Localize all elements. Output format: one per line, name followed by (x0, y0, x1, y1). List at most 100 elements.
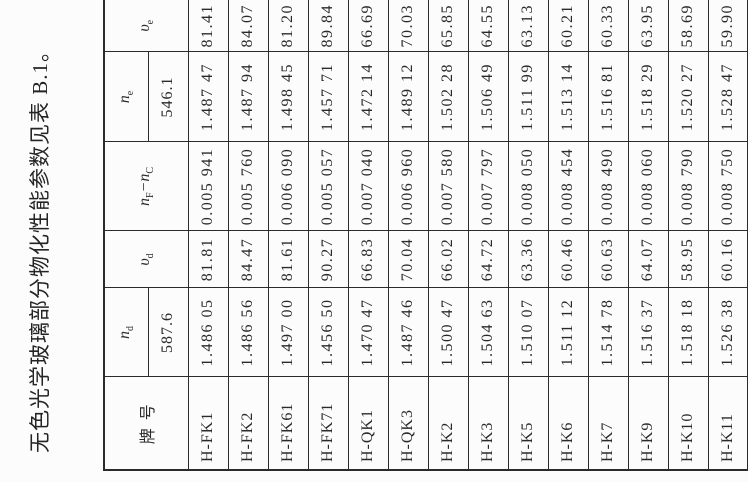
table-header: 牌 号 nd υd nF−nC ne υe (104, 0, 188, 470)
ve-cell: 63.95 (628, 0, 668, 52)
header-nd: nd (104, 288, 148, 377)
brand-cell: H-K7 (588, 377, 628, 470)
vd-cell: 84.47 (228, 231, 268, 288)
nd-cell: 1.510 07 (508, 288, 548, 377)
ve-cell: 81.20 (268, 0, 308, 52)
table-row: H-K7 1.514 78 60.63 0.008 490 1.516 81 6… (588, 0, 628, 470)
brand-cell: H-K5 (508, 377, 548, 470)
vd-cell: 64.07 (628, 231, 668, 288)
nfnc-cell: 0.008 790 (668, 142, 708, 231)
ne-cell: 1.518 29 (628, 52, 668, 142)
brand-cell: H-FK71 (308, 377, 348, 470)
nfnc-cell: 0.005 057 (308, 142, 348, 231)
table-row: H-K9 1.516 37 64.07 0.008 060 1.518 29 6… (628, 0, 668, 470)
nd-wavelength: 587.6 (148, 288, 188, 377)
nfnc-cell: 0.007 580 (428, 142, 468, 231)
nfnc-cell: 0.008 454 (548, 142, 588, 231)
vd-cell: 81.61 (268, 231, 308, 288)
nfnc-cell: 0.008 050 (508, 142, 548, 231)
vd-cell: 81.81 (188, 231, 228, 288)
nd-symbol: nd (116, 326, 137, 339)
nfnc-cell: 0.007 040 (348, 142, 388, 231)
ne-cell: 1.513 14 (548, 52, 588, 142)
brand-cell: H-QK1 (348, 377, 388, 470)
table-row: H-K11 1.526 38 60.16 0.008 750 1.528 47 … (708, 0, 748, 470)
table-row: H-K3 1.504 63 64.72 0.007 797 1.506 49 6… (468, 0, 508, 470)
brand-cell: H-K11 (708, 377, 748, 470)
nd-cell: 1.486 56 (228, 288, 268, 377)
vd-cell: 63.36 (508, 231, 548, 288)
nfnc-cell: 0.007 797 (468, 142, 508, 231)
nfnc-cell: 0.006 960 (388, 142, 428, 231)
nfnc-cell: 0.008 490 (588, 142, 628, 231)
vd-cell: 58.95 (668, 231, 708, 288)
ve-cell: 58.69 (668, 0, 708, 52)
ne-cell: 1.487 94 (228, 52, 268, 142)
vd-cell: 60.46 (548, 231, 588, 288)
ve-cell: 65.85 (428, 0, 468, 52)
ne-wavelength: 546.1 (148, 52, 188, 142)
nd-cell: 1.497 00 (268, 288, 308, 377)
nfnc-cell: 0.006 090 (268, 142, 308, 231)
table-row: H-FK1 1.486 05 81.81 0.005 941 1.487 47 … (188, 0, 228, 470)
table-row: H-FK61 1.497 00 81.61 0.006 090 1.498 45… (268, 0, 308, 470)
ne-cell: 1.502 28 (428, 52, 468, 142)
header-brand: 牌 号 (104, 377, 188, 470)
ve-cell: 89.84 (308, 0, 348, 52)
header-nf-minus-nc: nF−nC (104, 142, 188, 231)
header-vd: υd (104, 231, 188, 288)
ne-cell: 1.520 27 (668, 52, 708, 142)
nd-cell: 1.470 47 (348, 288, 388, 377)
nfnc-cell: 0.008 060 (628, 142, 668, 231)
ve-cell: 63.13 (508, 0, 548, 52)
ve-cell: 70.03 (388, 0, 428, 52)
nf-nc-symbol: nF−nC (136, 166, 157, 207)
nd-cell: 1.518 18 (668, 288, 708, 377)
nd-cell: 1.456 50 (308, 288, 348, 377)
table-row: H-QK1 1.470 47 66.83 0.007 040 1.472 14 … (348, 0, 388, 470)
brand-cell: H-FK61 (268, 377, 308, 470)
table-row: H-FK71 1.456 50 90.27 0.005 057 1.457 71… (308, 0, 348, 470)
vd-cell: 70.04 (388, 231, 428, 288)
vd-cell: 60.16 (708, 231, 748, 288)
table-row: H-K2 1.500 47 66.02 0.007 580 1.502 28 6… (428, 0, 468, 470)
vd-cell: 60.63 (588, 231, 628, 288)
ne-cell: 1.487 47 (188, 52, 228, 142)
ne-symbol: ne (116, 90, 137, 104)
header-ne: ne (104, 52, 148, 142)
brand-cell: H-FK1 (188, 377, 228, 470)
ve-cell: 60.33 (588, 0, 628, 52)
brand-cell: H-K3 (468, 377, 508, 470)
header-ve: υe (104, 0, 188, 52)
ne-cell: 1.511 99 (508, 52, 548, 142)
table-row: H-QK3 1.487 46 70.04 0.006 960 1.489 12 … (388, 0, 428, 470)
ne-cell: 1.498 45 (268, 52, 308, 142)
ve-cell: 66.69 (348, 0, 388, 52)
ne-cell: 1.472 14 (348, 52, 388, 142)
table-row: H-K10 1.518 18 58.95 0.008 790 1.520 27 … (668, 0, 708, 470)
ve-cell: 84.07 (228, 0, 268, 52)
nfnc-cell: 0.005 941 (188, 142, 228, 231)
ne-cell: 1.528 47 (708, 52, 748, 142)
ve-cell: 64.55 (468, 0, 508, 52)
ne-cell: 1.516 81 (588, 52, 628, 142)
vd-cell: 90.27 (308, 231, 348, 288)
ve-cell: 81.41 (188, 0, 228, 52)
brand-cell: H-FK2 (228, 377, 268, 470)
ve-symbol: υe (136, 19, 157, 32)
nfnc-cell: 0.008 750 (708, 142, 748, 231)
ne-cell: 1.489 12 (388, 52, 428, 142)
brand-cell: H-K10 (668, 377, 708, 470)
table-row: H-K6 1.511 12 60.46 0.008 454 1.513 14 6… (548, 0, 588, 470)
nd-cell: 1.487 46 (388, 288, 428, 377)
brand-cell: H-QK3 (388, 377, 428, 470)
ve-cell: 60.21 (548, 0, 588, 52)
ne-cell: 1.506 49 (468, 52, 508, 142)
nd-cell: 1.526 38 (708, 288, 748, 377)
nd-cell: 1.511 12 (548, 288, 588, 377)
nd-cell: 1.500 47 (428, 288, 468, 377)
document-title: 无色光学玻璃部分物化性能参数见表 B.1。 (28, 39, 52, 453)
vd-cell: 64.72 (468, 231, 508, 288)
